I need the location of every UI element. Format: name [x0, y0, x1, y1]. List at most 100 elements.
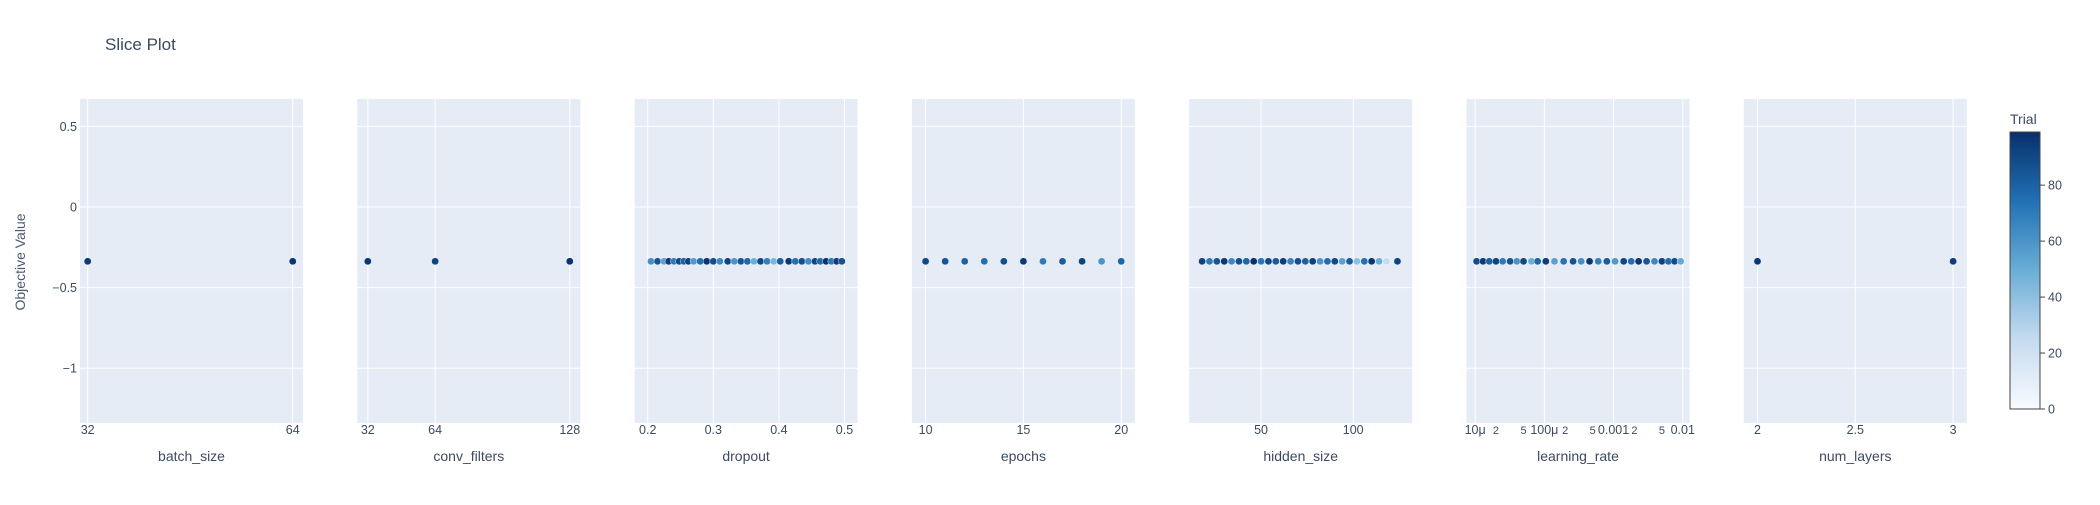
- scatter-point: [1642, 257, 1651, 266]
- scatter-point: [791, 257, 800, 266]
- scatter-point: [960, 257, 969, 266]
- x-tick-label: 100μ: [1530, 423, 1558, 437]
- scatter-point: [1345, 257, 1354, 266]
- x-tick-label: 5: [1590, 425, 1596, 437]
- scatter-point: [565, 257, 574, 266]
- scatter-point: [1353, 257, 1361, 266]
- scatter-point: [1294, 257, 1302, 266]
- scatter-point: [709, 257, 718, 266]
- scatter-point: [1753, 257, 1762, 266]
- scatter-point: [980, 257, 989, 266]
- scatter-point: [696, 257, 704, 266]
- scatter-point: [1330, 257, 1339, 266]
- colorbar-ticks: 0 20 40 60 80: [2040, 179, 2062, 417]
- scatter-point: [1658, 257, 1666, 266]
- x-tick-label: 5: [1659, 425, 1665, 437]
- x-tick-label: 3: [1950, 423, 1957, 437]
- scatter-point: [1492, 257, 1500, 266]
- scatter-point: [1676, 257, 1685, 266]
- subplot-panel: 0.2 0.3 0.4 0.5 dropout: [634, 99, 858, 464]
- scatter-point: [1533, 257, 1542, 266]
- subplot-panel: 50 100 hidden_size: [1189, 99, 1413, 464]
- scatter-point: [431, 257, 439, 266]
- colorbar-tick-label: 0: [2048, 403, 2055, 417]
- scatter-point: [1611, 257, 1619, 266]
- scatter-point: [1485, 257, 1494, 266]
- scatter-point: [804, 257, 813, 266]
- scatter-point: [1019, 257, 1028, 266]
- x-axis-title: num_layers: [1819, 448, 1891, 464]
- scatter-point: [769, 257, 778, 266]
- y-tick-label: 0: [70, 201, 77, 215]
- x-tick-label: 0.01: [1671, 423, 1695, 437]
- subplot-panel: 10 15 20 epochs: [911, 99, 1135, 464]
- colorbar-tick-label: 60: [2048, 235, 2062, 249]
- scatter-point: [1393, 257, 1402, 266]
- y-tick-label: −0.5: [52, 281, 77, 295]
- scatter-point: [1367, 257, 1376, 266]
- x-tick-label: 2.5: [1847, 423, 1864, 437]
- scatter-point: [838, 257, 846, 266]
- x-tick-label: 10μ: [1465, 423, 1486, 437]
- x-tick-label: 32: [81, 423, 95, 437]
- y-tick-label: 0.5: [60, 120, 77, 134]
- scatter-point: [716, 257, 724, 266]
- scatter-point: [1949, 257, 1957, 266]
- chart-title: Slice Plot: [105, 35, 176, 54]
- scatter-point: [1472, 257, 1481, 266]
- scatter-point: [798, 257, 806, 266]
- scatter-point: [1249, 257, 1258, 266]
- scatter-point: [647, 257, 655, 266]
- plot-area: [80, 99, 303, 423]
- scatter-point: [1375, 257, 1383, 266]
- scatter-point: [1227, 257, 1236, 266]
- colorbar-title: Trial: [2010, 111, 2037, 127]
- scatter-point: [1286, 257, 1295, 266]
- x-tick-label: 2: [1754, 423, 1761, 437]
- x-tick-label: 2: [1493, 425, 1499, 437]
- scatter-point: [776, 257, 785, 266]
- scatter-point: [1650, 257, 1659, 266]
- scatter-point: [1198, 257, 1206, 266]
- x-tick-label: 0.2: [639, 423, 656, 437]
- scatter-point: [1619, 257, 1628, 266]
- scatter-point: [1213, 257, 1221, 266]
- scatter-point: [1323, 257, 1332, 266]
- scatter-point: [1585, 257, 1594, 266]
- scatter-point: [1542, 257, 1550, 266]
- x-axis-title: epochs: [1001, 448, 1046, 464]
- scatter-point: [1279, 257, 1287, 266]
- x-tick-label: 0.3: [705, 423, 722, 437]
- scatter-point: [1577, 257, 1585, 266]
- y-axis-title: Objective Value: [12, 213, 28, 310]
- scatter-point: [750, 257, 758, 266]
- scatter-point: [1550, 257, 1559, 266]
- scatter-point: [1097, 257, 1106, 266]
- scatter-point: [288, 257, 297, 266]
- scatter-point: [1603, 257, 1611, 266]
- colorbar-tick-label: 20: [2048, 347, 2062, 361]
- scatter-point: [1498, 257, 1507, 266]
- scatter-point: [1308, 257, 1317, 266]
- scatter-point: [1338, 257, 1346, 266]
- colorbar-tick-label: 40: [2048, 291, 2062, 305]
- x-tick-label: 2: [1562, 425, 1568, 437]
- scatter-point: [730, 257, 739, 266]
- scatter-point: [1360, 257, 1369, 266]
- scatter-point: [743, 257, 752, 266]
- scatter-point: [784, 257, 793, 266]
- scatter-point: [1078, 257, 1086, 266]
- scatter-point: [1272, 257, 1280, 266]
- scatter-point: [1235, 257, 1243, 266]
- scatter-point: [921, 257, 930, 266]
- scatter-point: [1301, 257, 1310, 266]
- scatter-point: [689, 257, 698, 266]
- scatter-point: [702, 257, 711, 266]
- scatter-point: [763, 257, 771, 266]
- scatter-point: [1559, 257, 1568, 266]
- x-tick-label: 0.4: [770, 423, 787, 437]
- scatter-point: [941, 257, 949, 266]
- x-tick-label: 0.001: [1598, 423, 1629, 437]
- scatter-point: [1634, 257, 1643, 266]
